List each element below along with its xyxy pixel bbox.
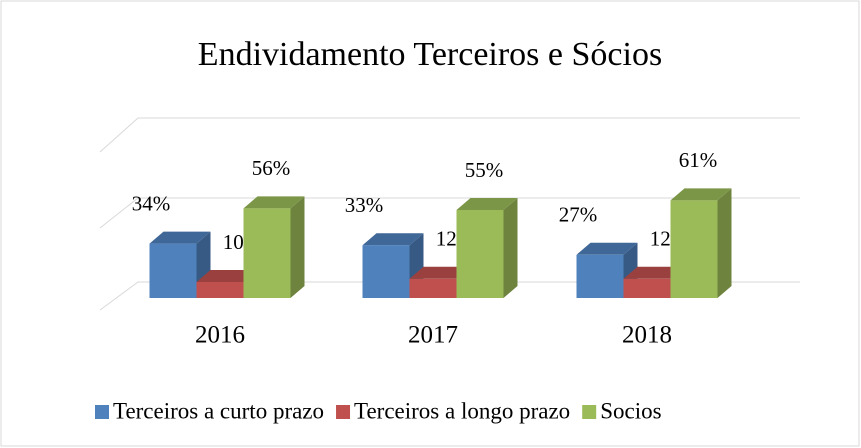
- bar-top: [456, 198, 518, 210]
- data-label: 55%: [465, 158, 504, 182]
- bar-top: [196, 270, 258, 282]
- bar-front: [623, 278, 671, 298]
- bar-front: [243, 208, 291, 298]
- bar: [456, 198, 518, 298]
- bar-front: [196, 282, 244, 298]
- bar-top: [149, 231, 211, 244]
- x-tick-label: 2017: [408, 322, 458, 349]
- data-label: 34%: [132, 191, 171, 215]
- data-label: 61%: [679, 148, 718, 172]
- bar-front: [576, 254, 624, 298]
- bar-top: [670, 188, 732, 201]
- bar-top: [362, 233, 424, 246]
- bar-front: [456, 210, 504, 298]
- legend-label: Terceiros a longo prazo: [354, 398, 570, 423]
- bar-top: [409, 266, 471, 279]
- legend-swatch: [336, 405, 351, 419]
- bar-top: [576, 242, 638, 255]
- bar-front: [149, 243, 197, 298]
- data-label: 33%: [345, 193, 384, 217]
- bar-top: [243, 196, 305, 209]
- bar-side: [503, 198, 518, 298]
- legend-swatch: [582, 405, 597, 419]
- legend-label: Socios: [600, 398, 661, 423]
- wall-line: [99, 117, 800, 153]
- bar-side: [290, 196, 305, 298]
- x-tick-label: 2018: [622, 322, 672, 349]
- bar: [670, 188, 732, 298]
- wall-line: [99, 197, 800, 229]
- data-label: 56%: [252, 156, 291, 180]
- bar-front: [362, 245, 410, 298]
- bar: [409, 266, 471, 298]
- chart-title: Endividamento Terceiros e Sócios: [198, 36, 662, 73]
- x-tick-label: 2016: [195, 322, 245, 349]
- legend-label: Terceiros a curto prazo: [113, 398, 324, 423]
- bar: [243, 196, 305, 298]
- bar-side: [717, 188, 732, 298]
- bar-top: [623, 266, 685, 279]
- legend-swatch: [95, 405, 109, 419]
- bar-front: [409, 278, 457, 298]
- data-label: 27%: [559, 203, 598, 227]
- bar-front: [670, 200, 718, 298]
